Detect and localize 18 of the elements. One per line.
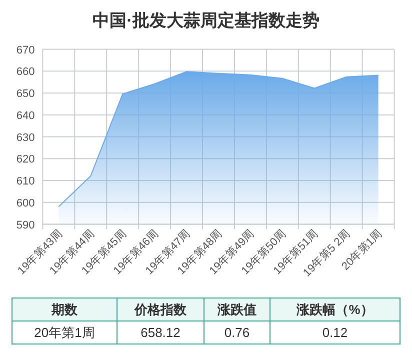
text: 0.76 [224,325,250,340]
text: 涨跌幅（%） [296,302,374,317]
text: 658.12 [140,325,180,340]
y-tick-label: 610 [16,176,35,188]
text: 价格指数 [134,302,188,317]
y-tick-label: 620 [16,154,35,166]
y-tick-label: 660 [16,66,35,78]
y-tick-label: 590 [16,219,35,232]
y-tick-label: 600 [16,197,35,210]
text: 0.12 [322,325,348,340]
y-tick-label: 670 [16,44,35,56]
chart-title: 中国·批发大蒜周定基指数走势 [92,11,320,30]
text: 20年第1周 [34,325,95,340]
y-tick-label: 630 [16,132,35,144]
text: 涨跌值 [216,302,256,317]
y-tick-label: 640 [16,110,35,122]
text: 期数 [50,302,78,317]
y-tick-label: 650 [16,88,35,100]
